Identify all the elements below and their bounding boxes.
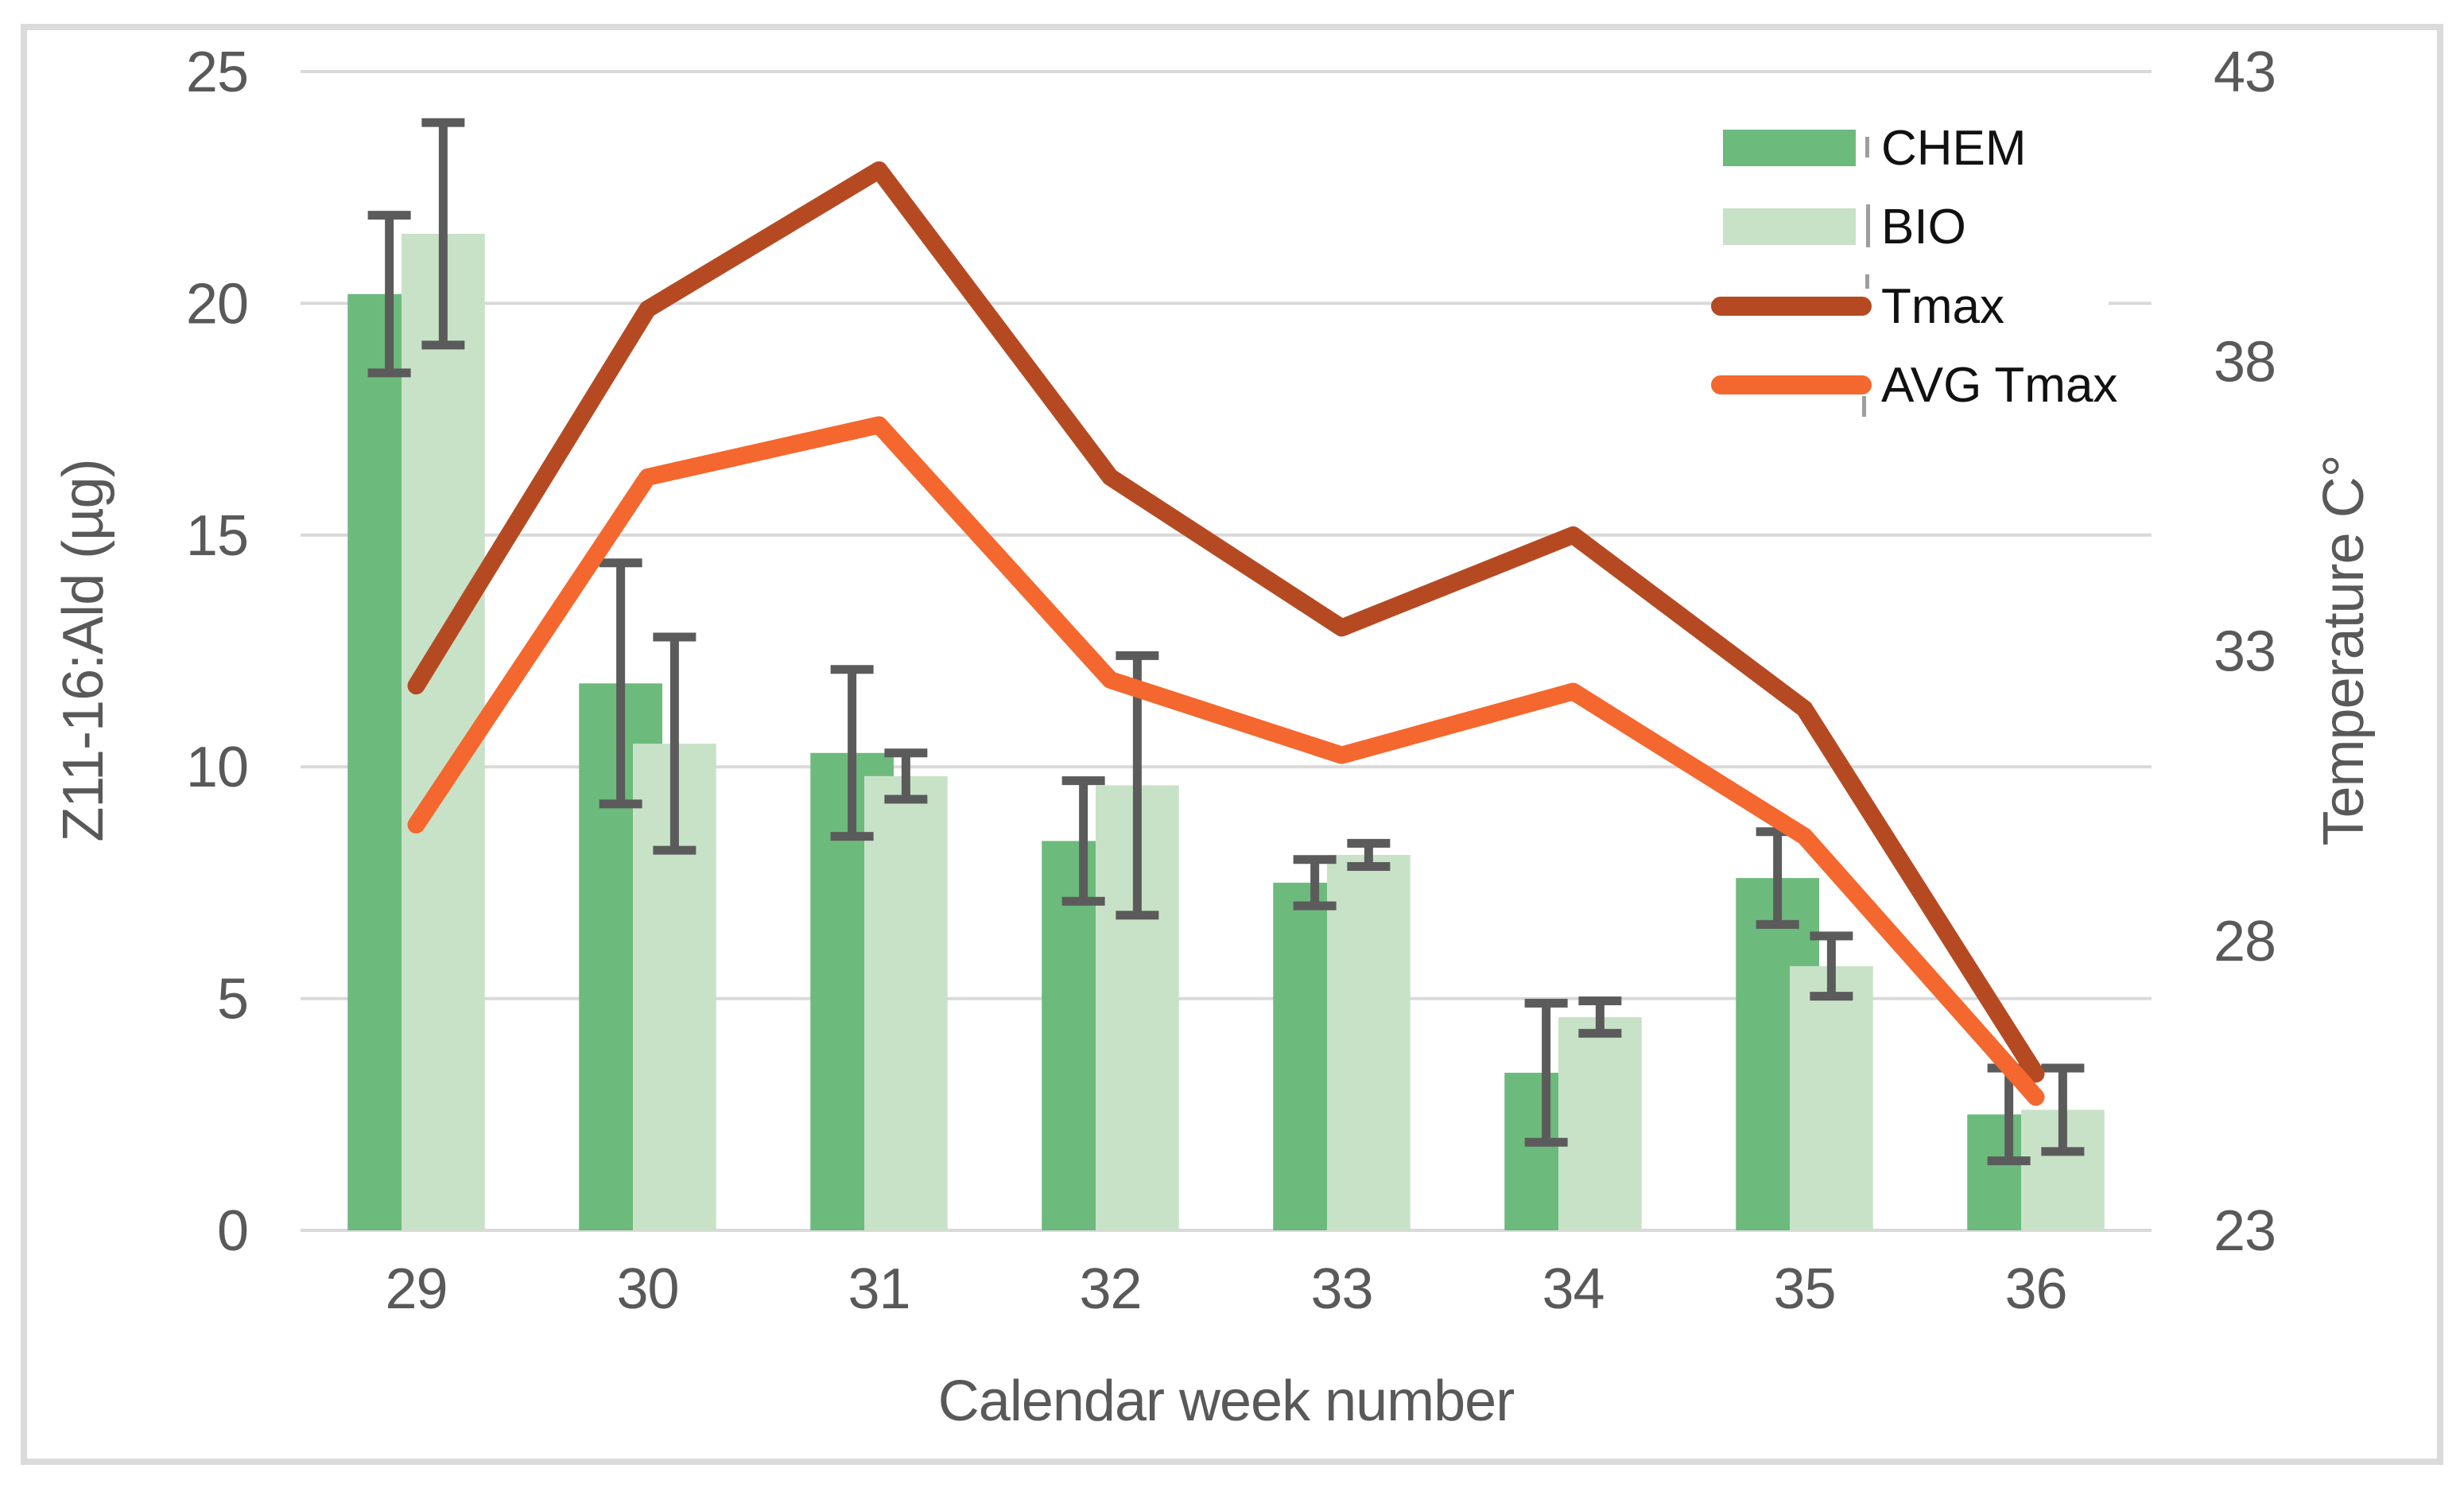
error-bar-chem-32 (1061, 776, 1105, 906)
error-bar-bio-31 (884, 748, 928, 804)
x-axis-title: Calendar week number (937, 1370, 1515, 1433)
tick-label-left-20: 20 (186, 272, 248, 336)
bar-bio-33 (1326, 854, 1410, 1230)
tick-label-left-5: 5 (217, 968, 248, 1031)
line-avg-tmax (407, 416, 2045, 1106)
legend-error-bar-key-icon (1865, 274, 1869, 289)
tick-label-right-43: 43 (2214, 41, 2276, 104)
tick-label-right-33: 33 (2214, 620, 2276, 684)
error-bar-chem-34 (1524, 998, 1568, 1147)
error-bar-chem-31 (830, 665, 874, 841)
tick-label-x-31: 31 (848, 1257, 910, 1321)
line-tmax (407, 161, 2045, 1083)
legend-key-bio-icon (1723, 208, 1856, 245)
tick-label-left-10: 10 (186, 736, 248, 799)
legend-label-avg-tmax: AVG Tmax (1881, 358, 2117, 413)
legend-background (1870, 111, 2109, 433)
error-bar-chem-29 (367, 211, 411, 378)
tick-label-left-15: 15 (186, 504, 248, 568)
bar-bio-35 (1789, 965, 1873, 1230)
tick-label-x-30: 30 (616, 1257, 678, 1321)
tick-label-right-28: 28 (2214, 910, 2276, 973)
legend-label-chem: CHEM (1881, 121, 2027, 176)
error-bar-bio-30 (653, 632, 697, 855)
error-bar-bio-36 (2041, 1063, 2085, 1156)
legend-label-bio: BIO (1881, 200, 1966, 254)
bar-bio-34 (1558, 1016, 1642, 1230)
y-axis-title-right: Temperature C° (2312, 455, 2376, 846)
tick-label-right-38: 38 (2214, 330, 2276, 394)
legend-label-tmax: Tmax (1881, 279, 2004, 334)
bar-bio-31 (863, 775, 948, 1230)
error-bar-bio-35 (1810, 931, 1853, 1001)
legend-error-bar-key-icon (1862, 396, 1866, 417)
legend-error-bar-key-icon (1865, 137, 1869, 157)
tick-label-x-34: 34 (1542, 1257, 1604, 1321)
legend-key-chem-icon (1723, 130, 1856, 166)
tick-label-left-0: 0 (217, 1199, 248, 1263)
error-bar-bio-32 (1116, 651, 1159, 920)
tick-label-left-25: 25 (186, 41, 248, 104)
tick-label-x-32: 32 (1079, 1257, 1141, 1321)
tick-label-x-36: 36 (2004, 1257, 2066, 1321)
tick-label-right-23: 23 (2214, 1199, 2276, 1263)
error-bar-bio-33 (1347, 838, 1391, 871)
error-bar-bio-29 (421, 118, 465, 350)
error-bar-chem-30 (599, 558, 642, 809)
legend-error-bar-key-icon (1866, 204, 1870, 247)
y-axis-title-left: Z11-16:Ald (µg) (52, 459, 115, 842)
error-bar-chem-33 (1293, 855, 1337, 911)
tick-label-x-29: 29 (385, 1257, 447, 1321)
tick-label-x-35: 35 (1773, 1257, 1835, 1321)
error-bar-bio-34 (1578, 997, 1622, 1038)
tick-label-x-33: 33 (1310, 1257, 1372, 1321)
